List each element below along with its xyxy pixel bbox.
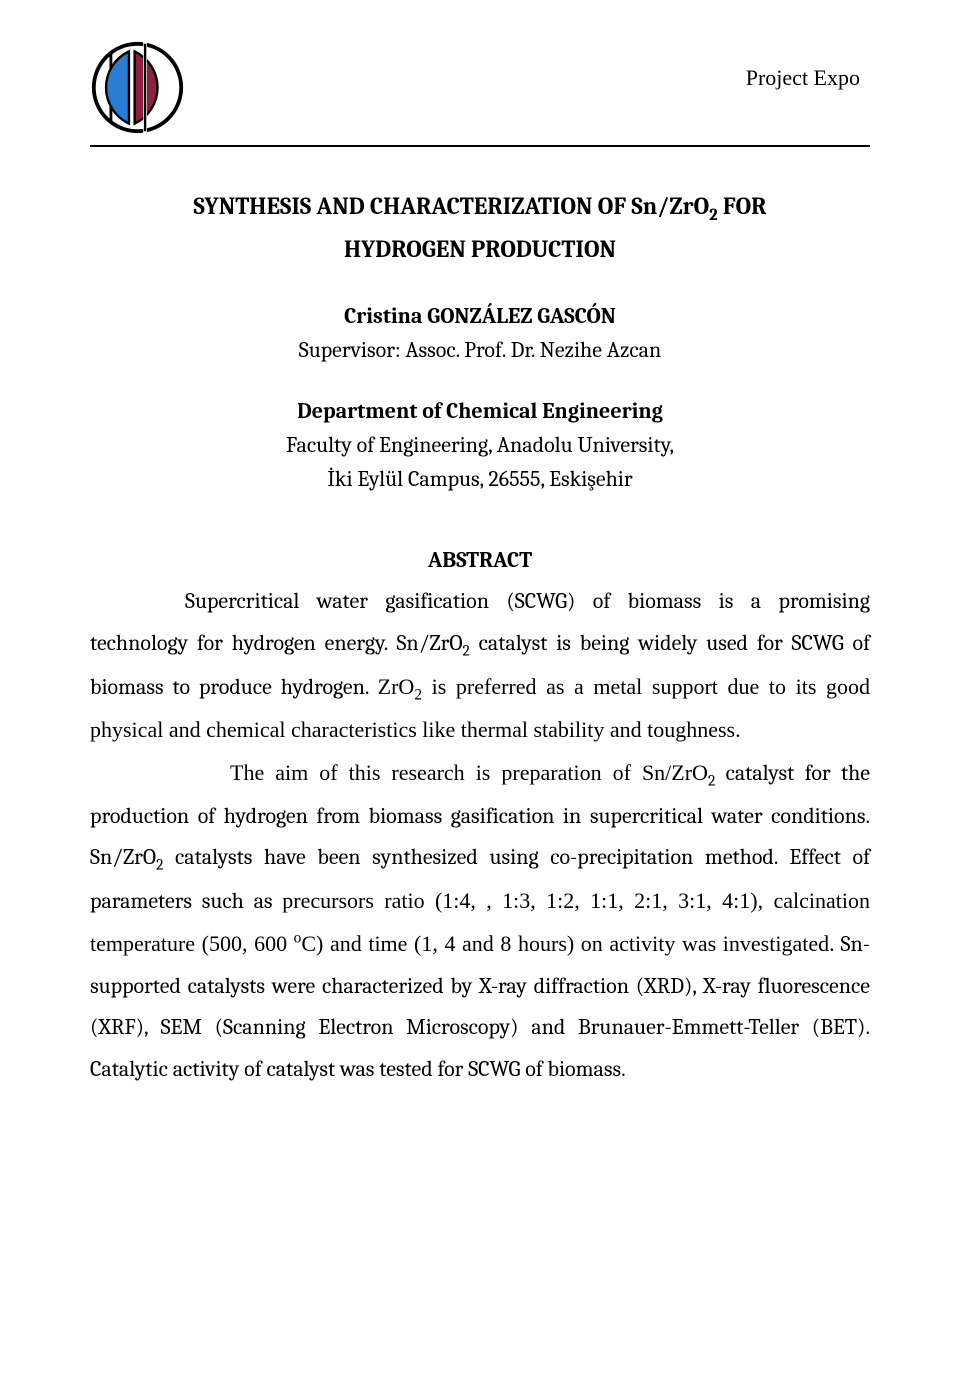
abstract-text: Supercritical water gasification (SCWG) …	[90, 581, 870, 1091]
document-title: SYNTHESIS AND CHARACTERIZATION OF Sn/ZrO…	[90, 187, 870, 268]
faculty-name: Faculty of Engineering, Anadolu Universi…	[90, 432, 870, 458]
header-label: Project Expo	[746, 65, 860, 91]
institution-logo	[90, 40, 185, 135]
abstract-paragraph-2: The aim of this research is preparation …	[90, 752, 870, 1091]
campus-address: İki Eylül Campus, 26555, Eskişehir	[90, 466, 870, 492]
header-divider	[90, 145, 870, 147]
page-header: Project Expo	[90, 40, 870, 135]
abstract-paragraph-1: Supercritical water gasification (SCWG) …	[90, 581, 870, 752]
supervisor-name: Supervisor: Assoc. Prof. Dr. Nezihe Azca…	[90, 337, 870, 363]
title-line-2: HYDROGEN PRODUCTION	[344, 235, 616, 263]
department-name: Department of Chemical Engineering	[90, 398, 870, 424]
title-line-1: SYNTHESIS AND CHARACTERIZATION OF Sn/ZrO…	[193, 192, 766, 220]
abstract-heading: ABSTRACT	[90, 547, 870, 573]
author-name: Cristina GONZÁLEZ GASCÓN	[90, 303, 870, 329]
